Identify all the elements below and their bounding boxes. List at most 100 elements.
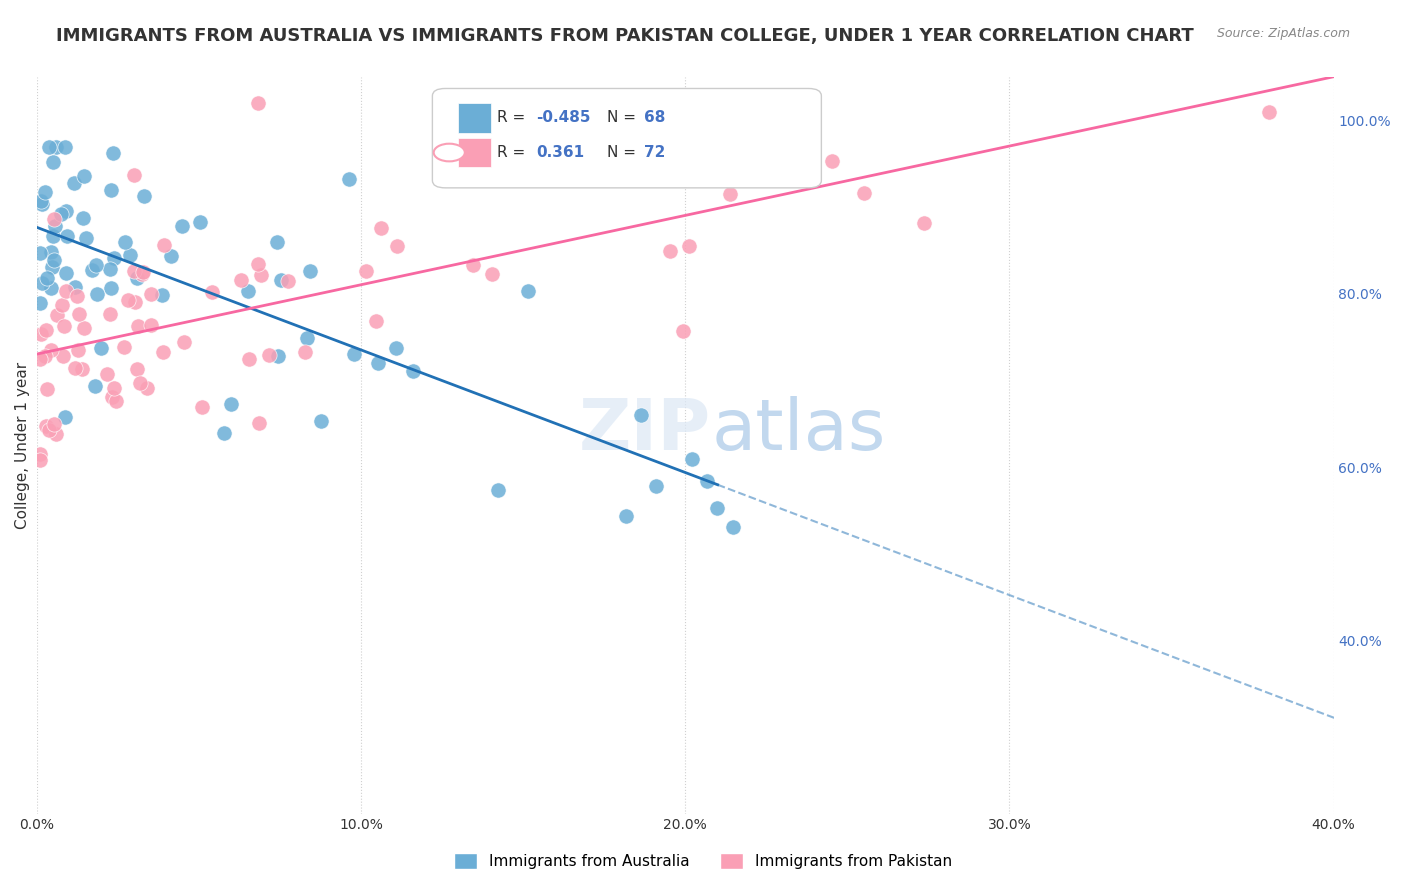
- Point: [385, 239, 408, 253]
- Point: [201, 285, 224, 299]
- Point: [191, 400, 214, 414]
- Point: [75, 231, 97, 245]
- Point: [98, 262, 121, 277]
- Point: [100, 390, 122, 404]
- Text: 72: 72: [644, 145, 665, 160]
- Point: [52, 318, 75, 333]
- Point: [37, 382, 59, 396]
- Point: [612, 163, 634, 178]
- Point: [31, 276, 53, 290]
- Point: [63, 360, 86, 375]
- Text: R =: R =: [498, 111, 530, 126]
- Y-axis label: College, Under 1 year: College, Under 1 year: [15, 362, 30, 529]
- Point: [63, 280, 86, 294]
- Point: [42, 417, 65, 432]
- Point: [267, 349, 290, 363]
- Point: [128, 376, 150, 390]
- Point: [821, 153, 844, 168]
- Point: [1257, 105, 1279, 120]
- Point: [295, 331, 318, 345]
- Text: 68: 68: [644, 111, 665, 126]
- Point: [124, 294, 146, 309]
- Point: [131, 267, 153, 281]
- Point: [723, 520, 745, 534]
- Legend: Immigrants from Australia, Immigrants from Pakistan: Immigrants from Australia, Immigrants fr…: [447, 847, 959, 875]
- Point: [67, 307, 90, 321]
- Point: [35, 418, 58, 433]
- Point: [35, 323, 58, 337]
- Point: [672, 324, 695, 338]
- Point: [141, 287, 163, 301]
- Point: [42, 229, 65, 244]
- Point: [152, 237, 174, 252]
- Point: [86, 258, 108, 272]
- Text: atlas: atlas: [711, 396, 886, 466]
- Point: [53, 139, 76, 153]
- Point: [37, 270, 59, 285]
- Point: [277, 274, 299, 288]
- Point: [299, 263, 322, 277]
- Point: [221, 397, 243, 411]
- Point: [39, 281, 62, 295]
- Text: Source: ZipAtlas.com: Source: ZipAtlas.com: [1216, 27, 1350, 40]
- Point: [51, 298, 73, 312]
- Point: [170, 219, 193, 234]
- Text: -0.485: -0.485: [536, 111, 591, 126]
- Point: [82, 262, 104, 277]
- Point: [337, 172, 360, 186]
- Point: [257, 349, 280, 363]
- Point: [658, 244, 681, 258]
- Point: [55, 266, 77, 280]
- Point: [52, 349, 75, 363]
- Point: [34, 186, 56, 200]
- Point: [44, 219, 66, 233]
- Point: [188, 215, 211, 229]
- Point: [30, 326, 52, 341]
- Point: [73, 321, 96, 335]
- Point: [367, 356, 389, 370]
- Point: [101, 145, 124, 160]
- Point: [72, 211, 94, 225]
- Point: [96, 367, 118, 381]
- Point: [120, 248, 142, 262]
- Point: [34, 349, 56, 363]
- Point: [247, 257, 270, 271]
- Point: [486, 483, 509, 498]
- Point: [517, 284, 540, 298]
- Point: [38, 139, 60, 153]
- FancyBboxPatch shape: [433, 88, 821, 188]
- Point: [84, 379, 107, 393]
- Point: [481, 267, 503, 281]
- Point: [55, 284, 77, 298]
- Point: [42, 211, 65, 226]
- Point: [678, 239, 700, 253]
- Point: [66, 343, 89, 357]
- Point: [46, 308, 69, 322]
- Point: [127, 318, 149, 333]
- Point: [73, 169, 96, 184]
- Point: [384, 341, 406, 355]
- Point: [150, 288, 173, 302]
- Text: N =: N =: [607, 111, 641, 126]
- Point: [104, 394, 127, 409]
- Point: [100, 183, 122, 197]
- Point: [53, 410, 76, 425]
- Point: [132, 265, 155, 279]
- Point: [364, 314, 387, 328]
- Point: [45, 139, 67, 153]
- Point: [236, 285, 259, 299]
- Point: [247, 96, 270, 111]
- Point: [706, 501, 728, 516]
- Point: [238, 352, 260, 367]
- Text: IMMIGRANTS FROM AUSTRALIA VS IMMIGRANTS FROM PAKISTAN COLLEGE, UNDER 1 YEAR CORR: IMMIGRANTS FROM AUSTRALIA VS IMMIGRANTS …: [56, 27, 1194, 45]
- Point: [30, 295, 52, 310]
- Point: [30, 447, 52, 461]
- Point: [39, 244, 62, 259]
- Text: N =: N =: [607, 145, 641, 160]
- Point: [125, 361, 148, 376]
- Point: [696, 474, 718, 488]
- Point: [117, 293, 139, 307]
- Point: [98, 307, 121, 321]
- Point: [270, 273, 292, 287]
- Circle shape: [433, 144, 465, 161]
